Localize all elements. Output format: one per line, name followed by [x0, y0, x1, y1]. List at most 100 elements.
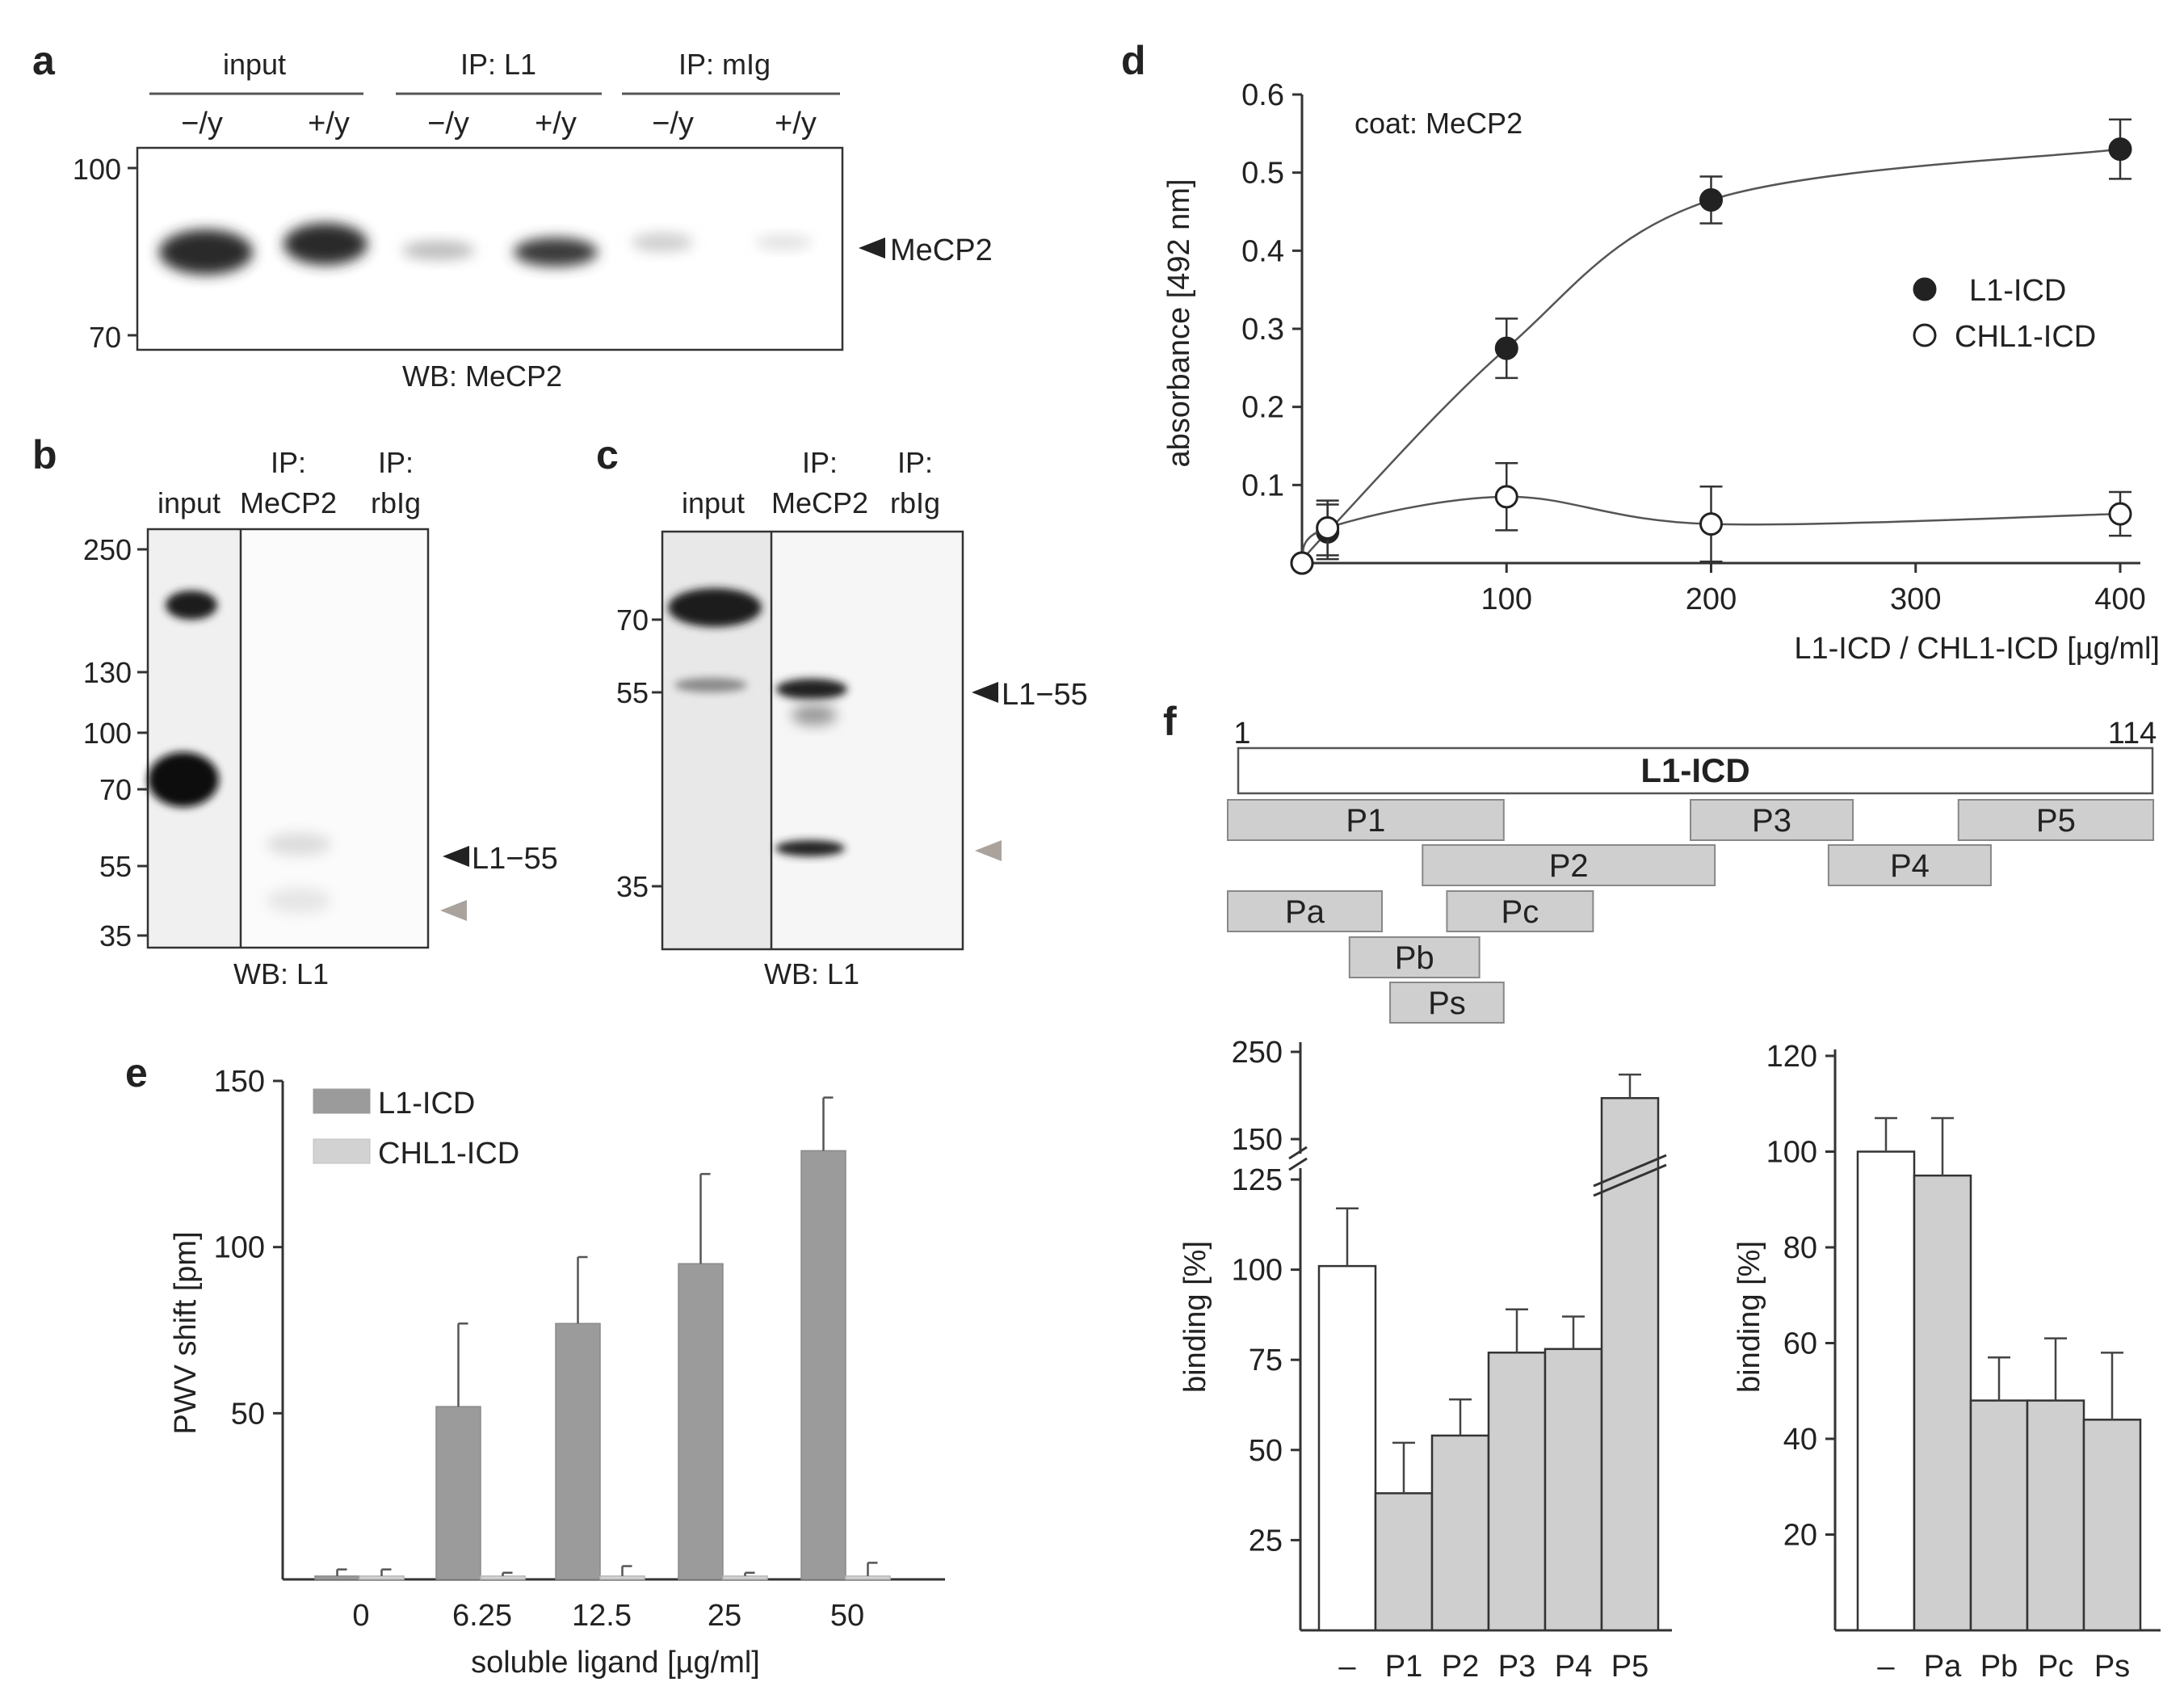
- peptide-label: Pb: [1395, 940, 1434, 976]
- bar-chl1-icd: [845, 1575, 891, 1580]
- peptide-pc: [1446, 890, 1594, 932]
- y-tick-label: 0.5: [1241, 157, 1284, 191]
- marker-label: 70: [616, 603, 649, 637]
- panel-f: f 1 114 L1-ICD P1 P3 P5 P2 P4 Pa Pc Pb Ps 25 50 75…: [1163, 699, 2161, 1684]
- tick-labels: 0.1 0.2 0.3 0.4 0.5 0.6 100 200 300 400: [1241, 78, 2146, 616]
- map-end-label: 114: [2108, 717, 2157, 751]
- peptide-binding-chart-1: 25 50 75 100 125 150 250 – P1 P2 P3 P4 P5: [1232, 1036, 1672, 1684]
- y-axis-label: binding [%]: [1732, 1241, 1766, 1393]
- peptide-label: P2: [1549, 848, 1589, 884]
- x-tick-label: Pb: [1980, 1650, 2018, 1684]
- legend: L1-ICD CHL1-ICD: [1913, 274, 2096, 354]
- group-label-ip-mig: IP: mIg: [678, 48, 771, 81]
- y-axis-label: absorbance [492 nm]: [1162, 179, 1196, 467]
- band-arrow: [972, 682, 998, 703]
- peptide-p5: [1957, 799, 2154, 841]
- gel-band: [755, 235, 812, 250]
- y-axis-label: PWV shift [pm]: [169, 1231, 203, 1434]
- gel-band: [668, 588, 762, 627]
- marker-label: 130: [83, 656, 132, 689]
- lane-label: −/y: [652, 107, 694, 141]
- bar-break-mark: [1593, 1163, 1667, 1197]
- x-tick-label: 25: [708, 1599, 741, 1633]
- legend-label-l1: L1-ICD: [1969, 274, 2066, 308]
- marker-label: 35: [99, 919, 132, 952]
- bar-chl1-icd: [722, 1575, 768, 1580]
- legend-label-chl1: CHL1-ICD: [378, 1137, 519, 1171]
- peptide-label: P4: [1890, 848, 1930, 884]
- lane-label: −/y: [427, 107, 469, 141]
- group-label-input: input: [223, 48, 286, 81]
- lane-label: MeCP2: [771, 486, 868, 519]
- grey-arrow: [440, 900, 467, 921]
- peptide-label: Pa: [1285, 894, 1325, 930]
- wb-label: WB: L1: [764, 957, 859, 990]
- lane-label: input: [158, 486, 220, 519]
- lane-label: IP:: [897, 446, 933, 479]
- x-tick-label: Pa: [1924, 1650, 1962, 1684]
- x-tick-label: 100: [1481, 582, 1532, 616]
- y-tick-label: 50: [1249, 1434, 1283, 1468]
- x-axis-label: soluble ligand [µg/ml]: [471, 1646, 760, 1680]
- gel-blot: [241, 529, 428, 948]
- peptide-map: P1 P3 P5 P2 P4 Pa Pc Pb Ps: [1227, 799, 2154, 1024]
- panel-e-bar-chart: e PWV shift [pm] soluble ligand [µg/ml] …: [125, 1050, 945, 1680]
- y-tick-label: 250: [1232, 1036, 1283, 1070]
- x-tick-label: P2: [1442, 1650, 1479, 1684]
- bar-p5: [1600, 1096, 1660, 1632]
- data-point: [1699, 512, 1723, 536]
- bar-p2: [1430, 1434, 1490, 1632]
- y-tick-label: 75: [1249, 1343, 1283, 1377]
- marker-label: 55: [616, 676, 649, 709]
- data-point: [1316, 516, 1340, 540]
- peptide-p1: [1227, 799, 1505, 841]
- marker-label: 55: [99, 850, 132, 883]
- peptide-p4: [1827, 844, 1992, 886]
- data-point: [1699, 188, 1723, 212]
- map-start-label: 1: [1233, 717, 1250, 751]
- y-tick-label: 20: [1783, 1519, 1817, 1553]
- lane-label: IP:: [378, 446, 414, 479]
- y-tick-label: 0.4: [1241, 234, 1284, 268]
- data-point: [2108, 502, 2132, 526]
- legend-swatch-chl1: [313, 1138, 371, 1164]
- axes: [1292, 93, 2140, 573]
- bar-chl1-icd: [359, 1575, 405, 1580]
- bar-p3: [1487, 1352, 1547, 1632]
- lane-label: −/y: [181, 107, 223, 141]
- bar-chl1-icd: [480, 1575, 526, 1580]
- gel-band: [148, 752, 219, 807]
- wb-label: WB: L1: [233, 957, 329, 990]
- lane-label: MeCP2: [240, 486, 337, 519]
- legend-marker-l1: [1913, 277, 1937, 301]
- y-tick-label: 40: [1783, 1423, 1817, 1457]
- marker-label: 250: [83, 533, 132, 566]
- peptide-label: P5: [2036, 803, 2076, 839]
- marker-label: 70: [99, 773, 132, 806]
- y-tick-label: 125: [1232, 1163, 1283, 1197]
- marker-label: 35: [616, 870, 649, 903]
- x-tick-label: 300: [1890, 582, 1941, 616]
- peptide-p2: [1422, 844, 1716, 886]
- x-tick-label: P1: [1385, 1650, 1422, 1684]
- peptide-label: Ps: [1428, 986, 1466, 1021]
- data-point: [2108, 137, 2132, 162]
- bar-l1-icd: [555, 1322, 601, 1580]
- gel-blot: [136, 146, 844, 351]
- bar-break-mark: [1593, 1154, 1667, 1188]
- lane-label: rbIg: [890, 486, 940, 519]
- bar-p4: [1544, 1348, 1603, 1632]
- panel-label-a: a: [32, 38, 56, 83]
- x-tick-label: Ps: [2094, 1650, 2130, 1684]
- y-tick-label: 0.3: [1241, 313, 1284, 347]
- chart-annotation: coat: MeCP2: [1354, 107, 1522, 140]
- y-tick-label: 120: [1766, 1040, 1817, 1074]
- panel-b: b input IP: MeCP2 IP: rbIg 250 130 100 7…: [32, 432, 558, 990]
- peptide-label: Pc: [1502, 894, 1539, 930]
- data-marks: [314, 1096, 891, 1580]
- y-tick-label: 100: [214, 1231, 265, 1265]
- l1-icd-bar: [1237, 746, 2154, 795]
- panel-label-c: c: [596, 432, 619, 477]
- peptide-pb: [1348, 936, 1480, 978]
- peptide-ps: [1389, 982, 1505, 1024]
